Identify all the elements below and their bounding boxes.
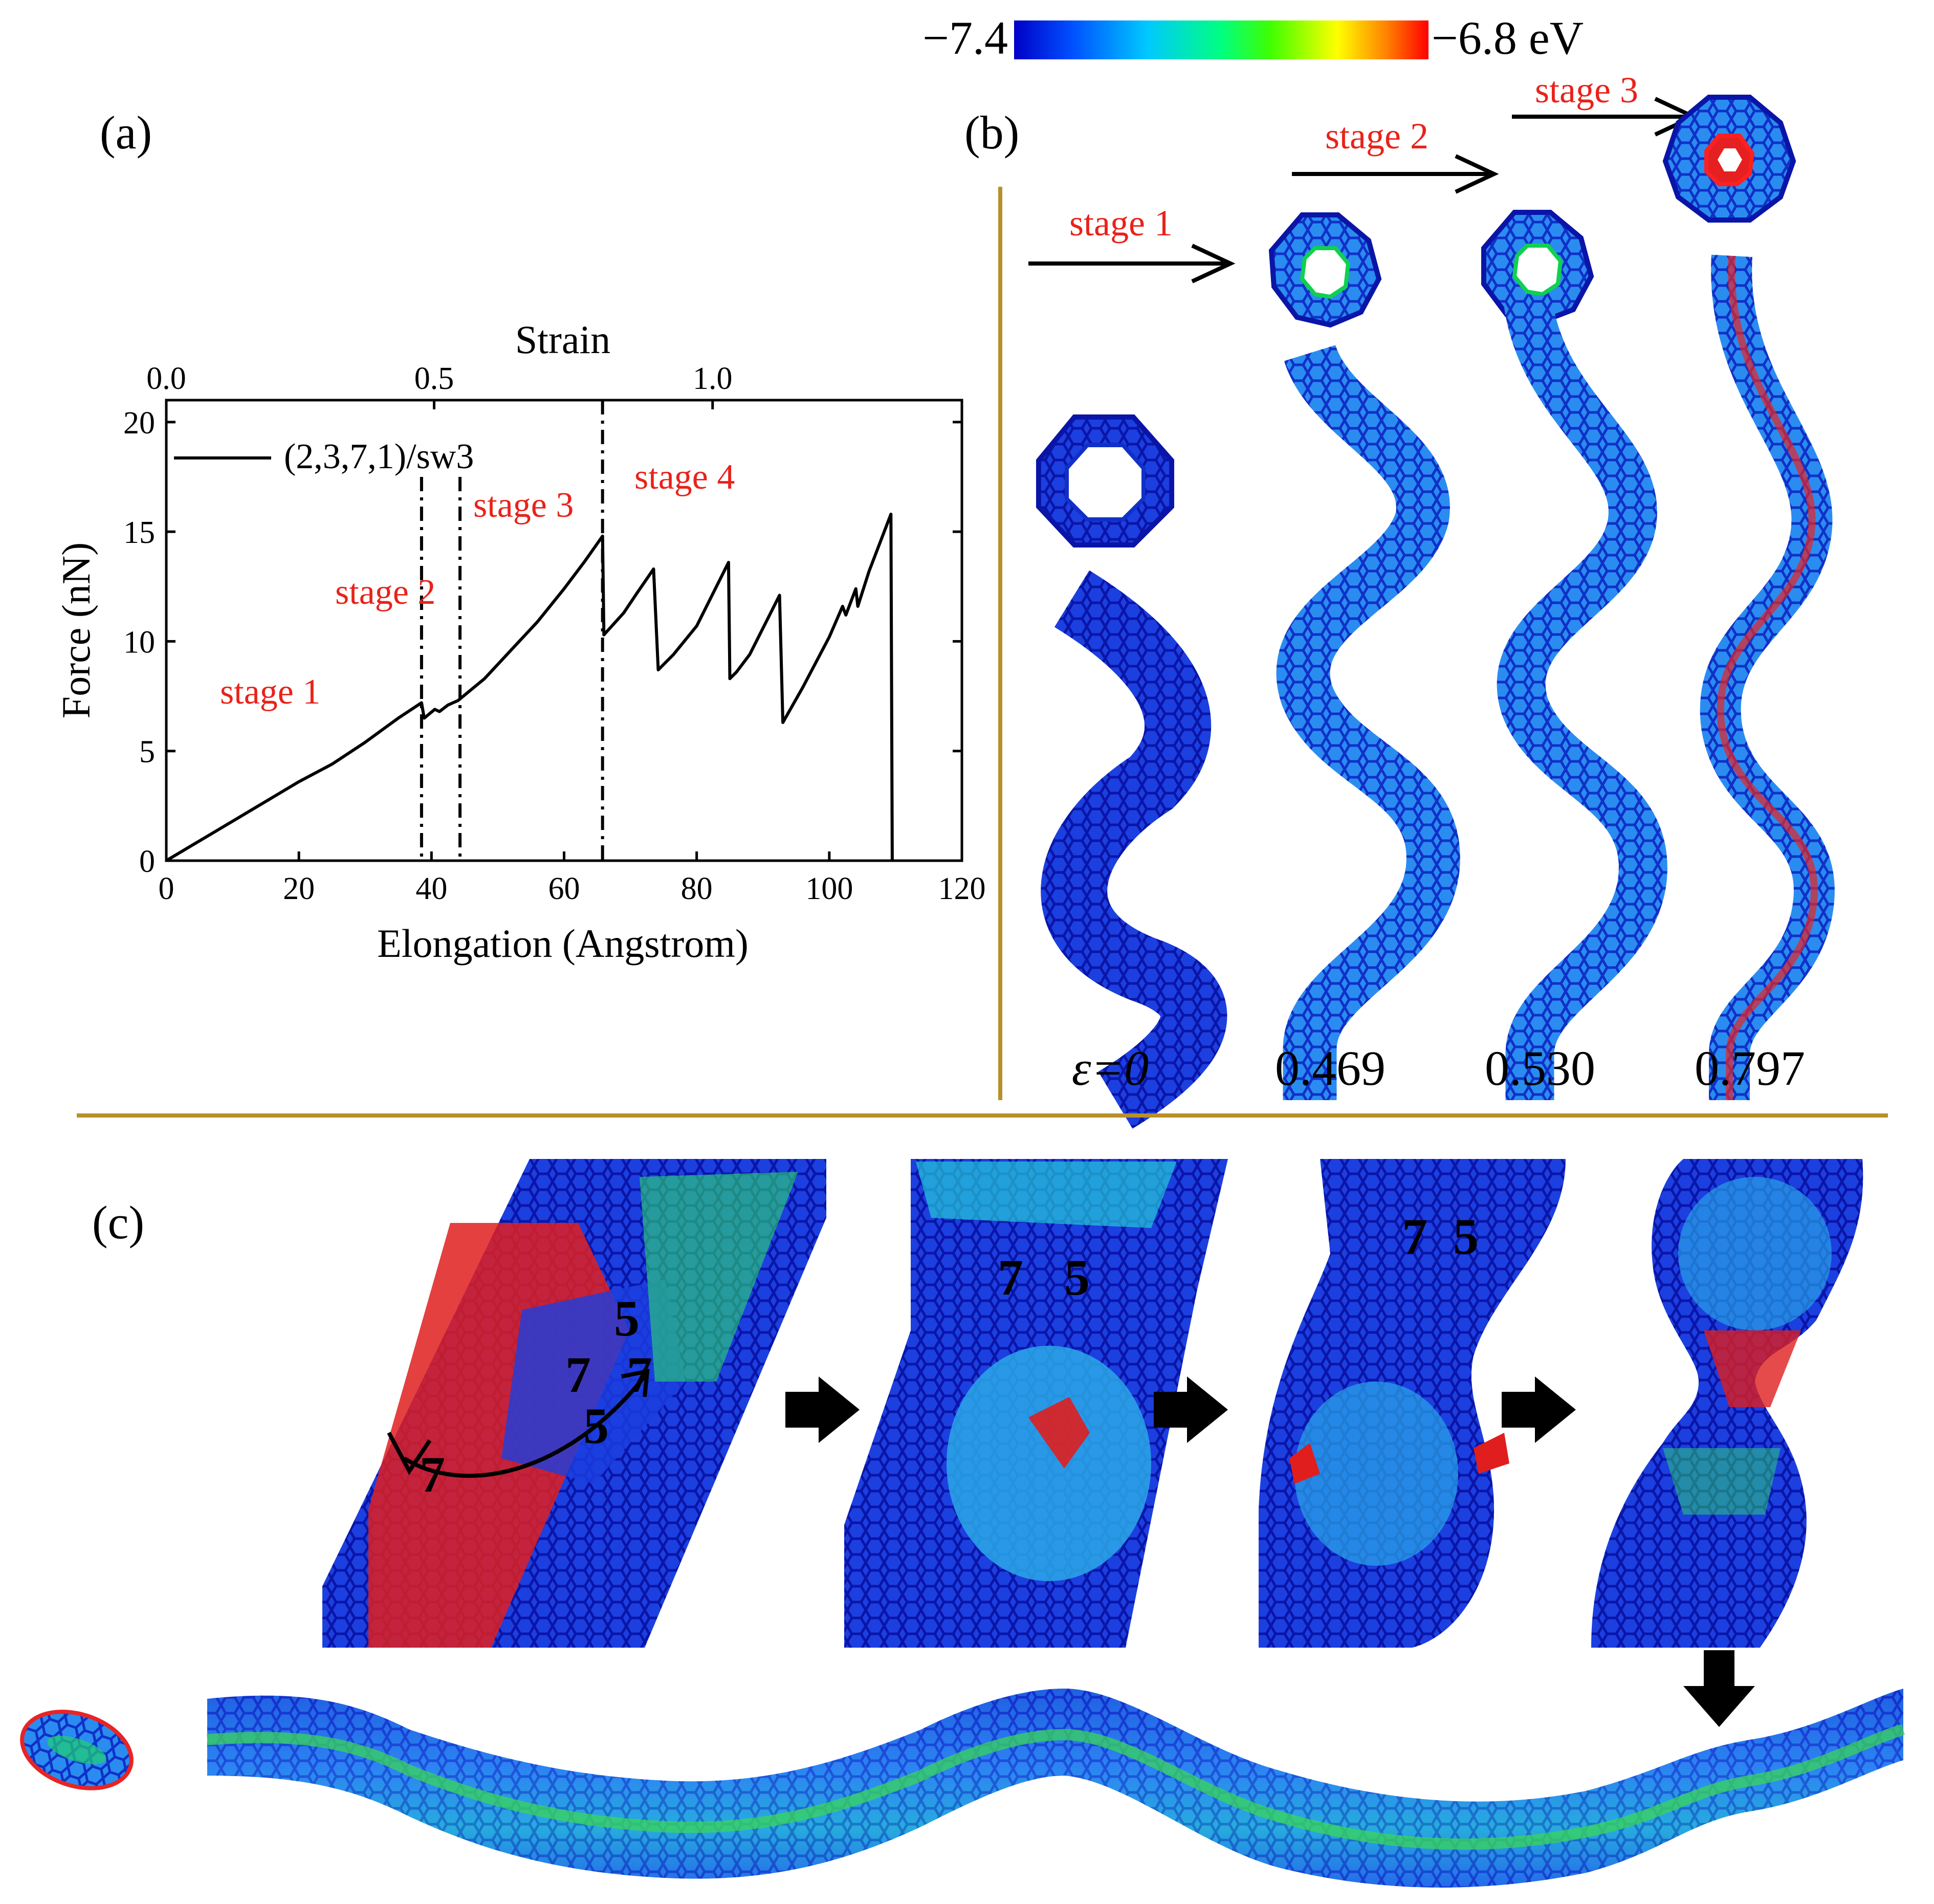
stage-2-arrow: stage 2 [1292,116,1499,194]
cross-section-0 [1036,414,1174,548]
colorbar-gradient [1014,20,1428,59]
stage-1-label: stage 1 [220,672,320,712]
x-tick-label: 60 [548,871,580,906]
ring-label-5d: 5 [1453,1208,1479,1265]
x-tick-label: 0 [159,871,174,906]
top-tick-label: 0.0 [146,361,186,396]
structure-strain-0 [1036,414,1227,1129]
stage-3-arrow: stage 3 [1512,70,1699,137]
ring-label-5b: 5 [583,1397,609,1454]
cross-section-0530 [1481,210,1594,325]
strain-label-1: 0.469 [1275,1041,1386,1096]
y-axis-title: Force (nN) [54,542,98,718]
top-axis-title: Strain [515,317,610,362]
defect-snapshot-3: 7 5 [1259,1159,1566,1648]
stage-3-arrow-label: stage 3 [1535,70,1638,111]
helical-tube-0469 [1276,344,1460,1100]
structure-strain-0530 [1481,210,1667,1100]
y-tick-label: 10 [123,625,155,660]
panel-c-label: (c) [92,1196,144,1249]
legend: (2,3,7,1)/sw3 [174,437,474,476]
legend-label: (2,3,7,1)/sw3 [284,437,474,476]
process-arrow-3 [1502,1376,1576,1443]
x-axis-title: Elongation (Angstrom) [377,921,749,966]
y-axis-ticks: 0 5 10 15 20 [123,406,962,879]
structure-strain-0797 [1662,95,1835,1100]
helical-tube-0797 [1700,254,1835,1100]
helical-tube-0530 [1497,293,1667,1100]
y-tick-label: 0 [139,844,155,879]
y-tick-label: 5 [139,735,155,770]
x-tick-label: 80 [681,871,713,906]
panel-b-label: (b) [964,106,1019,159]
panel-b: (b) stage 1 stage 2 stage 3 [964,70,1835,1129]
structure-strain-0469 [1268,212,1460,1100]
ring-label-5c: 5 [1064,1249,1090,1306]
panel-c: (c) 5 7 7 5 7 7 5 [20,1159,1905,1888]
y-tick-label: 15 [123,515,155,550]
ring-label-7b: 7 [627,1346,652,1403]
strain-label-0: ε=0 [1072,1041,1149,1096]
y-tick-label: 20 [123,406,155,441]
strain-label-3: 0.797 [1695,1041,1805,1096]
stage-3-label: stage 3 [473,486,574,525]
force-curve [165,512,894,862]
cross-section-0469 [1268,212,1382,328]
strain-label-2: 0.530 [1485,1041,1595,1096]
defect-snapshot-4 [1591,1159,1863,1648]
panel-a-label: (a) [100,106,152,159]
ring-label-7e: 7 [1402,1208,1427,1265]
colorbar: −7.4 −6.8 eV [922,12,1584,64]
x-tick-label: 100 [805,871,853,906]
panel-a: (a) Strain 0.0 0.5 1.0 0 5 10 15 20 0 20 40 60 80 1… [54,106,986,966]
stage-2-label: stage 2 [335,573,435,612]
ring-label-7d: 7 [998,1249,1023,1306]
stage-1-arrow: stage 1 [1028,203,1236,283]
process-arrow-down [1683,1650,1755,1727]
process-arrow-1 [785,1376,860,1443]
top-tick-label: 1.0 [693,361,733,396]
top-axis-ticks: 0.0 0.5 1.0 [146,361,733,409]
x-tick-label: 40 [415,871,447,906]
helical-tube-0 [1041,570,1227,1129]
colorbar-max-label: −6.8 eV [1432,12,1584,64]
cross-section-0797 [1662,95,1796,223]
flattened-ribbon [207,1689,1905,1888]
ring-label-7c: 7 [420,1446,445,1503]
process-arrow-2 [1154,1376,1228,1443]
flattened-cross-section [20,1710,134,1790]
stage-4-label: stage 4 [634,457,735,497]
top-tick-label: 0.5 [414,361,454,396]
x-axis-ticks: 0 20 40 60 80 100 120 [159,851,986,906]
stage-2-arrow-label: stage 2 [1325,116,1428,157]
ring-label-7a: 7 [565,1346,591,1403]
stage-1-arrow-label: stage 1 [1069,203,1173,244]
x-tick-label: 120 [938,871,986,906]
defect-snapshot-2: 7 5 [844,1159,1228,1648]
x-tick-label: 20 [283,871,315,906]
ring-label-5a: 5 [614,1290,640,1347]
defect-snapshot-1: 5 7 7 5 7 [322,1159,826,1648]
colorbar-min-label: −7.4 [922,12,1008,64]
